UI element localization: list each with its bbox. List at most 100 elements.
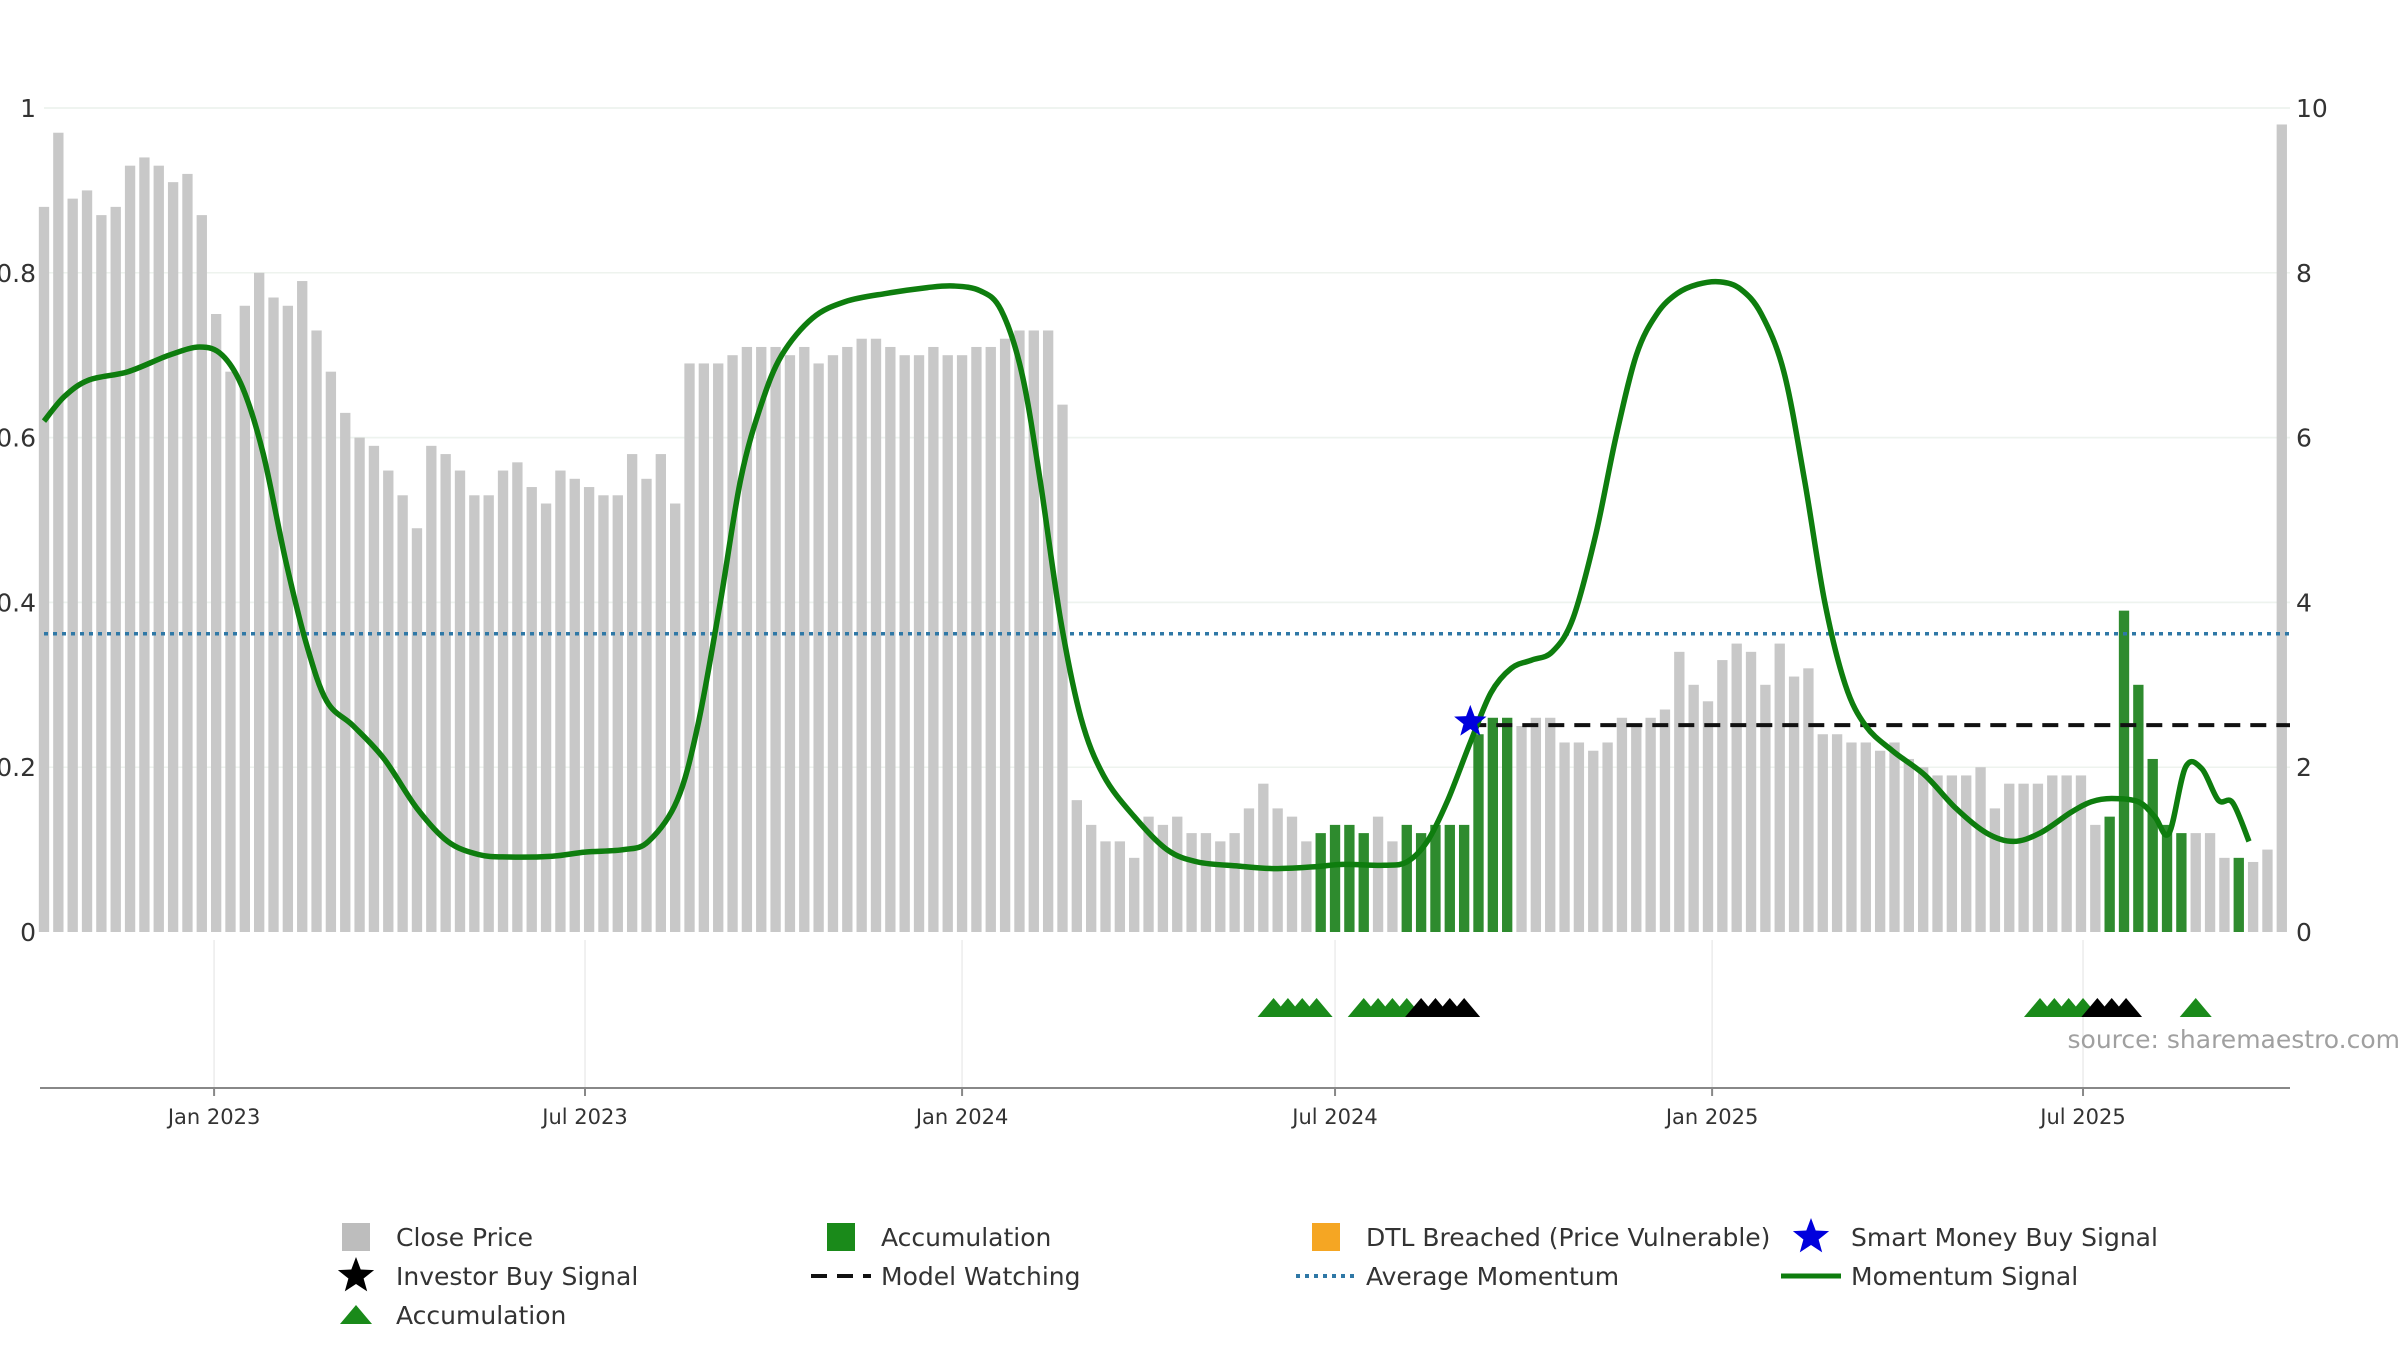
close-price-bar: [1028, 330, 1039, 933]
signals: [1257, 998, 2212, 1017]
close-price-bar: [1100, 841, 1111, 932]
x-axis-tick-label: Jan 2025: [1664, 1105, 1759, 1129]
close-price-bar: [2061, 775, 2072, 932]
close-price-bar: [182, 173, 193, 933]
accumulation-bar: [1415, 833, 1427, 932]
source-label: source: sharemaestro.com: [2068, 1025, 2400, 1054]
close-price-bar: [641, 478, 652, 932]
close-price-bar: [1545, 717, 1556, 932]
close-price-bar: [2075, 775, 2087, 932]
legend-label: Close Price: [396, 1223, 533, 1252]
close-price-bar: [2032, 783, 2044, 932]
close-price-bar: [1745, 651, 1757, 932]
close-price-bar: [1071, 800, 1082, 932]
close-price-bar: [1903, 758, 1914, 932]
legend-item: Close Price: [342, 1223, 533, 1252]
close-price-bar: [1731, 643, 1742, 932]
close-price-bar: [1186, 833, 1197, 932]
close-price-bar: [1674, 651, 1685, 932]
legend-label: Accumulation: [396, 1301, 566, 1330]
close-price-bar: [698, 363, 710, 932]
close-price-bar: [1588, 750, 1599, 932]
close-price-bar: [1874, 750, 1886, 932]
close-price-bar: [899, 355, 910, 932]
left-axis-tick-label: 1: [20, 94, 36, 123]
accumulation-bar: [1358, 833, 1369, 932]
accumulation-bar: [2161, 824, 2173, 932]
legend-swatch-dtl-breached-price-vulnerable: [1312, 1223, 1340, 1251]
left-axis-tick-label: 0.4: [0, 588, 36, 617]
grid: [44, 107, 2290, 1088]
right-axis-tick-label: 8: [2296, 259, 2312, 288]
investor-buy-signal-triangle: [2110, 998, 2143, 1017]
right-axis-tick-label: 2: [2296, 753, 2312, 782]
legend-label: Investor Buy Signal: [396, 1262, 638, 1291]
close-price-bar: [540, 503, 552, 932]
close-price-bar: [167, 182, 179, 932]
accumulation-signal-triangle: [1300, 998, 1333, 1017]
close-price-bar: [38, 206, 50, 932]
accumulation-bar: [2147, 758, 2158, 932]
x-axis-tick-label: Jul 2024: [1290, 1105, 1377, 1129]
accumulation-signal-triangle: [2179, 998, 2212, 1017]
close-price-bar: [368, 445, 380, 932]
close-price-bar: [1114, 841, 1126, 932]
close-price-bar: [569, 478, 580, 932]
close-price-bar: [1803, 668, 1814, 932]
close-price-bar: [225, 371, 236, 932]
bars: [38, 124, 2287, 933]
close-price-bar: [124, 165, 136, 932]
close-price-bar: [2090, 824, 2101, 932]
close-price-bar: [2190, 833, 2201, 932]
close-price-bar: [928, 346, 939, 933]
close-price-bar: [497, 470, 509, 932]
accumulation-bar: [1401, 824, 1412, 932]
close-price-bar: [2204, 833, 2216, 932]
close-price-bar: [999, 338, 1011, 933]
close-price-bar: [210, 314, 222, 932]
close-price-bar: [53, 132, 64, 933]
close-price-bar: [153, 165, 164, 932]
close-price-bar: [612, 495, 623, 932]
close-price-bar: [1172, 816, 1183, 932]
close-price-bar: [440, 454, 451, 932]
close-price-bar: [770, 346, 781, 933]
close-price-bar: [1573, 742, 1585, 932]
legend-label: Accumulation: [881, 1223, 1051, 1252]
close-price-bar: [110, 206, 121, 932]
close-price-bar: [1516, 726, 1527, 932]
close-price-bar: [483, 495, 494, 932]
close-price-bar: [756, 346, 767, 933]
x-axis-tick-label: Jan 2023: [166, 1105, 261, 1129]
close-price-bar: [254, 272, 265, 932]
lines: [41, 278, 2290, 872]
legend-triangle-accumulation: [340, 1305, 372, 1324]
close-price-bar: [799, 346, 810, 933]
close-price-bar: [81, 190, 93, 932]
close-price-bar: [913, 355, 925, 932]
legend-item: Momentum Signal: [1781, 1262, 2078, 1291]
close-price-bar: [411, 528, 423, 932]
close-price-bar: [1229, 833, 1240, 932]
close-price-bar: [827, 355, 839, 932]
legend-label: Average Momentum: [1366, 1262, 1619, 1291]
close-price-bar: [311, 330, 322, 933]
accumulation-bar: [1502, 717, 1513, 932]
accumulation-bar: [1329, 824, 1341, 932]
momentum-signal-line: [41, 278, 2252, 872]
close-price-bar: [426, 445, 437, 932]
close-price-bar: [1215, 841, 1226, 932]
close-price-bar: [325, 371, 337, 932]
close-price-bar: [1372, 816, 1384, 932]
close-price-bar: [1774, 643, 1785, 932]
close-price-bar: [1129, 857, 1140, 932]
accumulation-bar: [2104, 816, 2115, 932]
smart-money-buy-star: [1454, 704, 1487, 736]
close-price-bar: [1200, 833, 1212, 932]
legend-item: Smart Money Buy Signal: [1792, 1218, 2158, 1253]
legend-item: Model Watching: [811, 1262, 1081, 1291]
legend-item: Average Momentum: [1296, 1262, 1619, 1291]
close-price-bar: [2047, 775, 2058, 932]
close-price-bar: [297, 281, 308, 932]
close-price-bar: [713, 363, 724, 932]
